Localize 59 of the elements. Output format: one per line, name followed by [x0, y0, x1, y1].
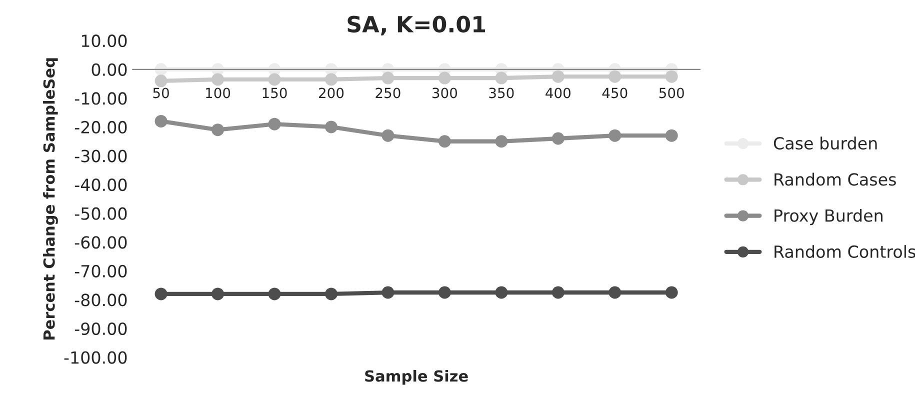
- point: [268, 288, 281, 300]
- point: [495, 286, 508, 299]
- legend-label: Random Controls: [774, 245, 915, 258]
- point: [608, 70, 622, 83]
- point: [154, 114, 168, 128]
- x-tick-label: 500: [659, 88, 684, 98]
- x-tick-label: 200: [318, 88, 344, 98]
- y-tick-label: -100.00: [64, 351, 127, 364]
- point: [665, 70, 678, 83]
- point: [212, 124, 224, 136]
- chart-title: SA, K=0.01: [348, 16, 486, 36]
- point: [438, 72, 451, 84]
- point: [495, 135, 508, 148]
- legend-label: Proxy Burden: [774, 208, 882, 226]
- x-tick-label: 250: [376, 88, 400, 98]
- legend-label: Random Cases: [774, 172, 896, 186]
- y-tick-label: -50.00: [74, 207, 127, 220]
- point: [268, 118, 281, 130]
- point: [552, 286, 564, 299]
- point: [665, 286, 678, 299]
- y-tick-label: -30.00: [74, 150, 127, 162]
- point: [154, 288, 168, 300]
- x-tick-label: 150: [262, 88, 287, 98]
- y-tick-label: -70.00: [74, 264, 127, 278]
- point: [552, 70, 564, 83]
- point: [212, 73, 224, 86]
- x-tick-label: 300: [432, 88, 458, 98]
- point: [382, 72, 394, 84]
- y-tick-label: 10.00: [82, 34, 127, 48]
- y-tick-label: -10.00: [74, 92, 127, 105]
- y-axis-title: Percent Change from SampleSeq: [43, 58, 58, 340]
- x-tick-label: 350: [489, 88, 514, 98]
- point: [665, 129, 678, 142]
- x-axis-title: Sample Size: [365, 370, 468, 385]
- point: [608, 286, 622, 299]
- y-tick-label: -60.00: [74, 236, 127, 249]
- y-tick-label: -80.00: [74, 294, 127, 306]
- point: [324, 288, 338, 300]
- x-tick-label: 450: [602, 88, 628, 98]
- point: [552, 132, 564, 145]
- point: [608, 129, 622, 142]
- x-tick-label: 50: [153, 88, 169, 98]
- point: [438, 286, 451, 299]
- point: [382, 129, 394, 142]
- x-tick-label: 100: [206, 88, 230, 98]
- point: [154, 74, 168, 88]
- y-tick-label: -40.00: [74, 178, 127, 192]
- x-tick-label: 400: [546, 88, 570, 98]
- point: [495, 72, 508, 84]
- legend-label: Case burden: [774, 136, 877, 150]
- point: [324, 73, 338, 86]
- y-tick-label: 0.00: [92, 63, 127, 76]
- point: [324, 120, 338, 134]
- point: [268, 73, 281, 86]
- point: [382, 286, 394, 299]
- point: [438, 135, 451, 148]
- point: [212, 288, 224, 300]
- y-tick-label: -90.00: [74, 322, 127, 336]
- y-tick-label: -20.00: [74, 120, 127, 134]
